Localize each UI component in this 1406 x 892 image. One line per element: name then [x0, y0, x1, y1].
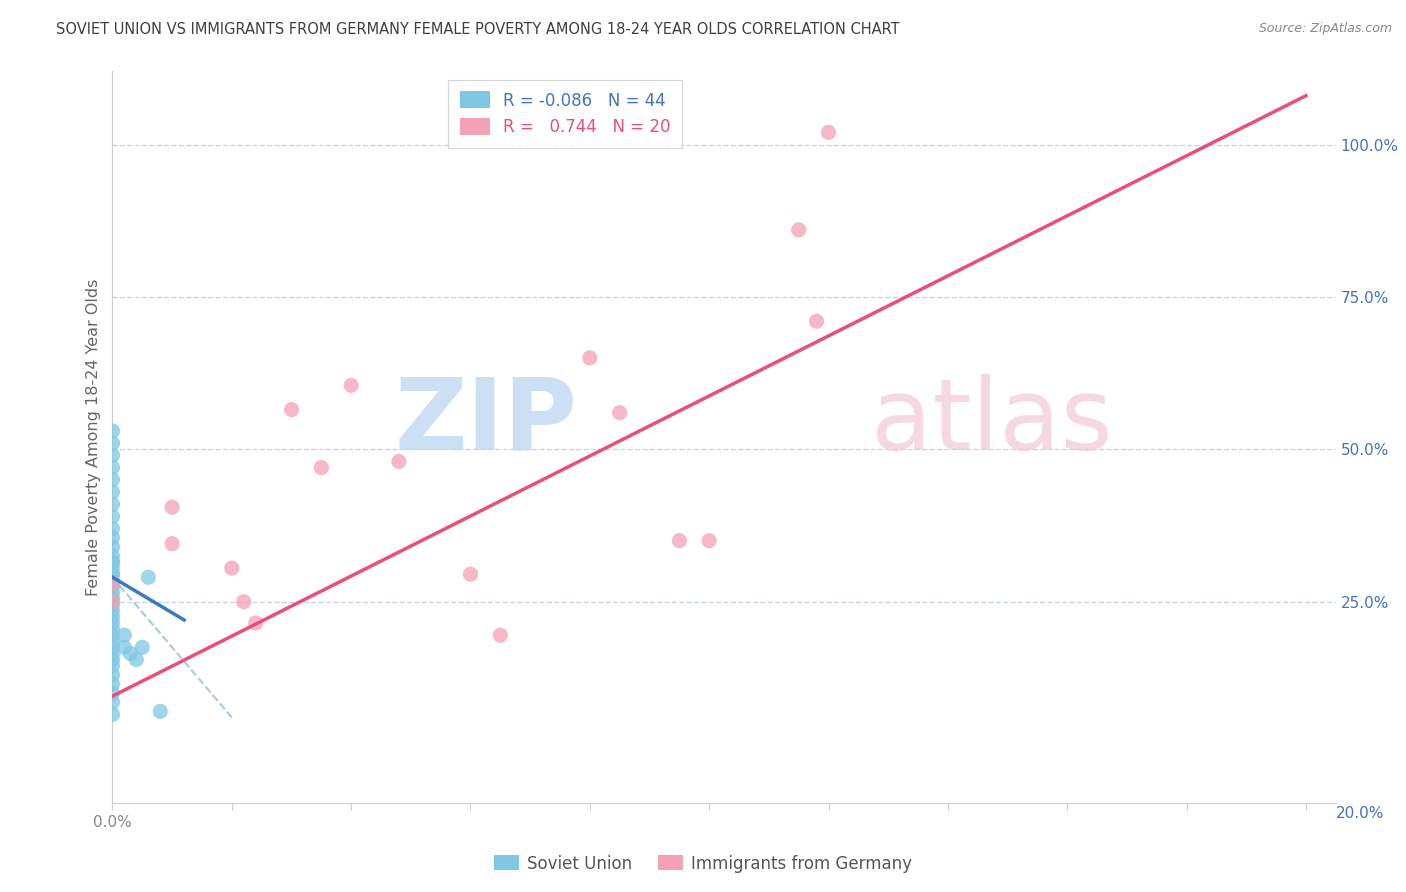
- Point: [149, 705, 172, 719]
- Point: [101, 424, 124, 438]
- Point: [101, 585, 124, 599]
- Point: [101, 591, 124, 606]
- Point: [101, 658, 124, 673]
- Point: [101, 449, 124, 463]
- Point: [101, 549, 124, 563]
- Point: [101, 628, 124, 642]
- Legend: R = -0.086   N = 44, R =   0.744   N = 20: R = -0.086 N = 44, R = 0.744 N = 20: [449, 79, 682, 148]
- Point: [101, 555, 124, 569]
- Point: [460, 567, 482, 582]
- Point: [112, 628, 135, 642]
- Point: [120, 647, 142, 661]
- Point: [280, 402, 302, 417]
- Point: [579, 351, 602, 365]
- Point: [101, 540, 124, 554]
- Point: [101, 509, 124, 524]
- Text: SOVIET UNION VS IMMIGRANTS FROM GERMANY FEMALE POVERTY AMONG 18-24 YEAR OLDS COR: SOVIET UNION VS IMMIGRANTS FROM GERMANY …: [56, 22, 900, 37]
- Point: [489, 628, 512, 642]
- Point: [101, 473, 124, 487]
- Point: [787, 223, 810, 237]
- Point: [101, 594, 124, 608]
- Point: [101, 667, 124, 681]
- Point: [817, 125, 839, 139]
- Legend: Soviet Union, Immigrants from Germany: Soviet Union, Immigrants from Germany: [488, 848, 918, 880]
- Point: [101, 531, 124, 545]
- Point: [101, 647, 124, 661]
- Text: ZIP: ZIP: [395, 374, 578, 471]
- Point: [101, 460, 124, 475]
- Point: [101, 497, 124, 511]
- Point: [232, 594, 254, 608]
- Point: [101, 574, 124, 588]
- Point: [101, 686, 124, 700]
- Point: [668, 533, 690, 548]
- Point: [101, 579, 124, 593]
- Point: [136, 570, 159, 584]
- Point: [101, 610, 124, 624]
- Point: [101, 652, 124, 666]
- Point: [101, 567, 124, 582]
- Text: Source: ZipAtlas.com: Source: ZipAtlas.com: [1258, 22, 1392, 36]
- Point: [101, 485, 124, 500]
- Point: [245, 615, 267, 630]
- Point: [101, 567, 124, 582]
- Point: [112, 640, 135, 655]
- Point: [101, 695, 124, 709]
- Text: atlas: atlas: [870, 374, 1112, 471]
- Point: [340, 378, 363, 392]
- Point: [388, 454, 411, 468]
- Point: [101, 677, 124, 691]
- Point: [697, 533, 720, 548]
- Point: [806, 314, 828, 328]
- Point: [101, 604, 124, 618]
- Point: [131, 640, 153, 655]
- Point: [101, 576, 124, 591]
- Point: [160, 537, 183, 551]
- Point: [101, 436, 124, 450]
- Point: [221, 561, 243, 575]
- Text: 20.0%: 20.0%: [1336, 805, 1384, 821]
- Point: [311, 460, 333, 475]
- Point: [101, 622, 124, 636]
- Point: [101, 521, 124, 535]
- Point: [101, 615, 124, 630]
- Y-axis label: Female Poverty Among 18-24 Year Olds: Female Poverty Among 18-24 Year Olds: [86, 278, 101, 596]
- Point: [125, 652, 148, 666]
- Point: [609, 406, 631, 420]
- Point: [101, 561, 124, 575]
- Point: [101, 707, 124, 722]
- Point: [101, 634, 124, 648]
- Point: [160, 500, 183, 515]
- Point: [101, 640, 124, 655]
- Point: [101, 598, 124, 612]
- Point: [101, 555, 124, 569]
